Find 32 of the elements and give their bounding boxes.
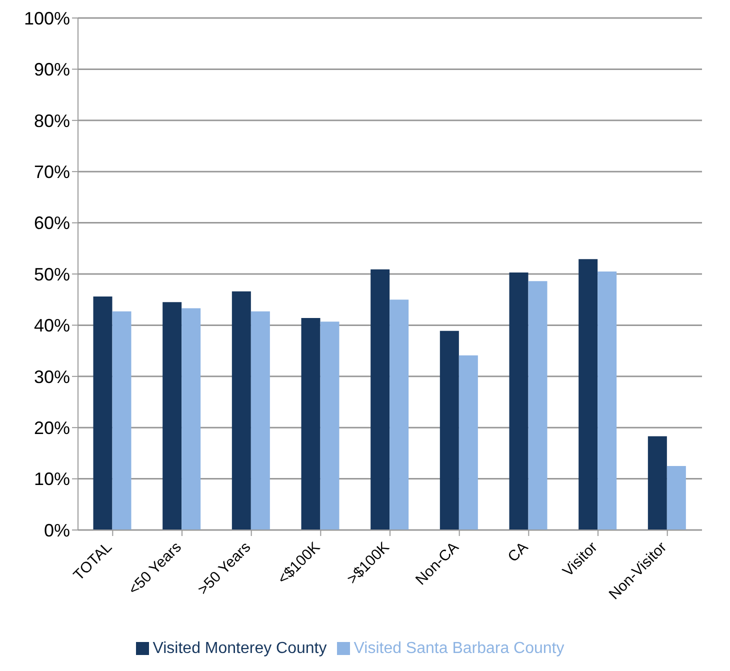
bar [320, 322, 340, 530]
x-tick-label: CA [504, 538, 532, 566]
y-tick-label: 0% [44, 520, 70, 540]
bar [390, 300, 409, 530]
y-tick-label: 90% [34, 60, 70, 80]
y-tick-label: 50% [34, 264, 70, 284]
bar [528, 281, 548, 530]
bar [598, 271, 617, 530]
bar [162, 302, 182, 530]
y-tick-label: 70% [34, 162, 70, 182]
bar [182, 308, 201, 530]
bar [112, 311, 132, 530]
y-tick-label: 40% [34, 316, 70, 336]
bar [232, 291, 251, 530]
y-tick-label: 20% [34, 418, 70, 438]
y-tick-label: 100% [24, 8, 70, 28]
bar [370, 269, 390, 530]
y-tick-label: 30% [34, 366, 70, 387]
bar [250, 311, 270, 530]
bar [93, 296, 112, 530]
legend-label: Visited Monterey County [152, 640, 327, 657]
bar [301, 318, 320, 530]
y-tick-label: 80% [34, 110, 70, 131]
y-tick-label: 10% [34, 469, 70, 490]
bar [578, 259, 598, 530]
y-tick-label: 60% [34, 213, 70, 234]
bar [440, 330, 459, 530]
bar [666, 466, 686, 530]
bar [648, 436, 667, 530]
bar [509, 272, 528, 530]
legend-label: Visited Santa Barbara County [354, 640, 564, 657]
bar [458, 355, 478, 530]
